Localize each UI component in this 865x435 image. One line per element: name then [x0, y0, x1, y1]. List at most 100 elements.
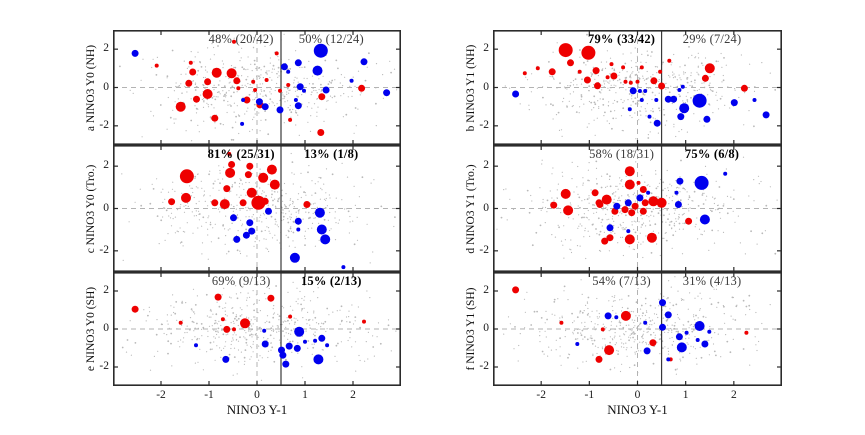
scatter-point-blue	[318, 334, 326, 342]
scatter-point-red	[641, 199, 649, 207]
x-axis-label-right-column: NINO3 Y-1	[607, 402, 668, 417]
scatter-point-red	[744, 330, 749, 335]
scatter-point-blue	[302, 88, 306, 93]
scatter-point-red	[558, 43, 573, 58]
blue-bubbles	[131, 43, 391, 126]
scatter-point-red	[596, 201, 604, 208]
panel-b-plot	[493, 30, 782, 145]
scatter-point-blue	[255, 98, 263, 106]
scatter-point-red	[220, 317, 225, 322]
scatter-point-blue	[303, 339, 307, 344]
scatter-point-red	[559, 320, 564, 325]
panel-e-plot	[113, 272, 401, 386]
scatter-point-blue	[699, 214, 710, 225]
scatter-point-red	[628, 209, 636, 217]
red-bubbles	[550, 166, 693, 245]
scatter-point-blue	[246, 219, 254, 227]
scatter-point-red	[236, 86, 241, 91]
x-tick-label: -2	[536, 389, 546, 401]
scatter-point-red	[685, 217, 693, 225]
y-tick-label: 0	[103, 201, 109, 214]
scatter-point-blue	[296, 83, 304, 91]
panel-frame	[493, 145, 782, 272]
scatter-point-red	[264, 78, 269, 82]
background-dots	[121, 280, 397, 381]
scatter-point-blue	[643, 347, 651, 355]
scatter-point-blue	[636, 194, 644, 202]
scatter-point-red	[232, 39, 236, 44]
scatter-point-blue	[575, 342, 580, 346]
panel-b-right-stat: 29% (7/24)	[682, 32, 742, 46]
scatter-point-red	[253, 88, 258, 92]
scatter-point-blue	[695, 338, 700, 342]
scatter-point-red	[650, 77, 658, 85]
scatter-point-red	[605, 75, 610, 80]
scatter-point-red	[269, 179, 280, 190]
blue-bubbles	[606, 171, 728, 234]
scatter-point-blue	[261, 103, 269, 111]
scatter-point-red	[658, 82, 666, 90]
x-tick-label: -1	[204, 389, 214, 401]
scatter-point-red	[240, 318, 250, 329]
panel-e-right-stat: 15% (2/13)	[300, 274, 362, 288]
x-tick-label: 2	[730, 389, 737, 401]
scatter-point-red	[246, 187, 257, 198]
scatter-point-red	[261, 197, 269, 205]
x-tick-label: 0	[254, 389, 260, 401]
scatter-point-blue	[265, 207, 272, 215]
scatter-point-blue	[242, 231, 250, 239]
scatter-point-blue	[647, 114, 652, 119]
panel-c-left-stat: 81% (25/31)	[207, 147, 275, 161]
scatter-point-red	[181, 192, 191, 203]
scatter-point-red	[227, 151, 232, 156]
scatter-point-blue	[674, 190, 679, 195]
x-tick-label: -1	[584, 389, 595, 401]
scatter-point-blue	[680, 84, 685, 89]
scatter-point-blue	[703, 115, 711, 123]
y-tick-label: 2	[483, 42, 489, 55]
scatter-point-red	[704, 63, 715, 74]
scatter-point-blue	[752, 98, 757, 102]
scatter-point-red	[211, 67, 222, 78]
scatter-point-red	[131, 305, 139, 313]
scatter-point-red	[226, 68, 237, 79]
tick-marks	[494, 31, 781, 144]
reference-lines	[493, 272, 782, 386]
scatter-point-red	[278, 88, 282, 93]
scatter-point-blue	[313, 43, 328, 58]
panel-c-plot	[113, 145, 401, 272]
scatter-point-blue	[194, 343, 198, 348]
scatter-point-blue	[679, 103, 690, 114]
scatter-point-blue	[664, 311, 672, 319]
scatter-point-blue	[604, 312, 612, 320]
y-tick-label: 0	[483, 201, 489, 214]
panel-c-right-stat: 13% (1/8)	[304, 147, 359, 161]
panel-f-left-stat: 54% (7/13)	[592, 274, 651, 288]
scatter-point-blue	[294, 59, 302, 67]
scatter-point-red	[189, 68, 197, 76]
scatter-point-red	[223, 325, 231, 333]
scatter-point-blue	[659, 299, 666, 307]
background-dots	[503, 275, 771, 375]
scatter-point-blue	[233, 235, 241, 243]
panel-d-right-stat: 75% (6/8)	[684, 147, 740, 161]
scatter-point-blue	[293, 344, 301, 352]
scatter-point-blue	[280, 63, 288, 71]
red-bubbles	[512, 286, 749, 363]
scatter-point-blue	[320, 234, 331, 245]
scatter-point-red	[233, 77, 241, 85]
scatter-point-red	[223, 185, 231, 193]
scatter-point-red	[639, 65, 644, 70]
red-bubbles	[168, 151, 311, 210]
scatter-point-blue	[296, 227, 301, 232]
scatter-point-blue	[613, 202, 621, 210]
scatter-point-blue	[222, 355, 230, 363]
scatter-point-blue	[624, 199, 632, 207]
scatter-point-blue	[614, 315, 619, 320]
scatter-point-red	[246, 162, 254, 170]
tick-marks	[114, 273, 400, 385]
panel-d-plot	[493, 145, 782, 272]
scatter-point-red	[646, 232, 657, 243]
scatter-point-blue	[261, 340, 269, 348]
x-tick-label: 0	[634, 389, 641, 401]
